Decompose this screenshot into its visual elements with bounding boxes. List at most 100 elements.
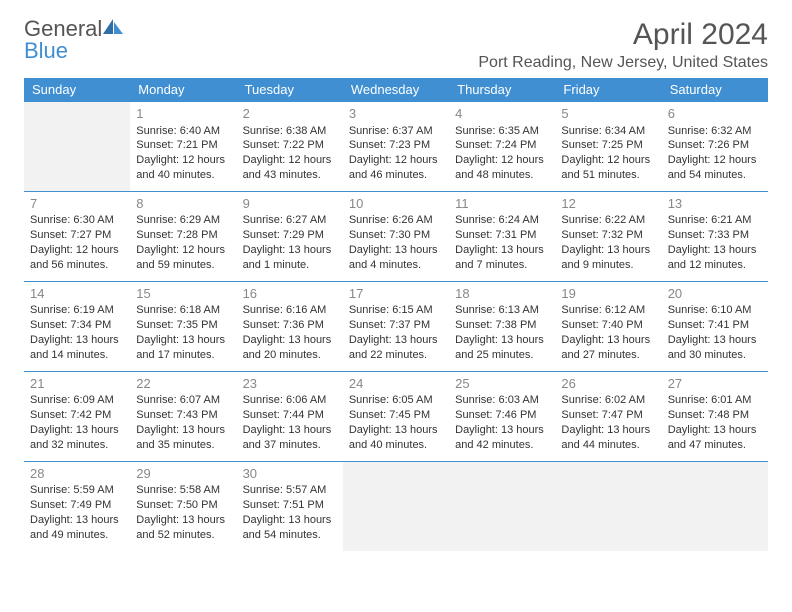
sunset-line: Sunset: 7:49 PM: [30, 498, 124, 513]
daylight-line: Daylight: 13 hours and 17 minutes.: [136, 333, 230, 363]
sunset-line: Sunset: 7:42 PM: [30, 408, 124, 423]
calendar-cell: 28Sunrise: 5:59 AMSunset: 7:49 PMDayligh…: [24, 461, 130, 550]
calendar-week-row: 21Sunrise: 6:09 AMSunset: 7:42 PMDayligh…: [24, 371, 768, 461]
sunrise-line: Sunrise: 6:06 AM: [243, 393, 337, 408]
daylight-line: Daylight: 13 hours and 30 minutes.: [668, 333, 762, 363]
calendar-cell: 22Sunrise: 6:07 AMSunset: 7:43 PMDayligh…: [130, 371, 236, 461]
daylight-line: Daylight: 12 hours and 54 minutes.: [668, 153, 762, 183]
calendar-cell: 1Sunrise: 6:40 AMSunset: 7:21 PMDaylight…: [130, 102, 236, 192]
day-number: 3: [349, 105, 443, 123]
daylight-line: Daylight: 13 hours and 4 minutes.: [349, 243, 443, 273]
sunset-line: Sunset: 7:38 PM: [455, 318, 549, 333]
day-header: Saturday: [662, 78, 768, 102]
day-number: 30: [243, 465, 337, 483]
day-number: 13: [668, 195, 762, 213]
sunrise-line: Sunrise: 6:38 AM: [243, 124, 337, 139]
calendar-cell: [449, 461, 555, 550]
daylight-line: Daylight: 12 hours and 51 minutes.: [561, 153, 655, 183]
day-number: 23: [243, 375, 337, 393]
daylight-line: Daylight: 12 hours and 46 minutes.: [349, 153, 443, 183]
sunset-line: Sunset: 7:36 PM: [243, 318, 337, 333]
day-number: 4: [455, 105, 549, 123]
daylight-line: Daylight: 12 hours and 40 minutes.: [136, 153, 230, 183]
sunrise-line: Sunrise: 6:30 AM: [30, 213, 124, 228]
sunrise-line: Sunrise: 6:12 AM: [561, 303, 655, 318]
daylight-line: Daylight: 13 hours and 7 minutes.: [455, 243, 549, 273]
calendar-body: 1Sunrise: 6:40 AMSunset: 7:21 PMDaylight…: [24, 102, 768, 551]
sunrise-line: Sunrise: 6:21 AM: [668, 213, 762, 228]
sunrise-line: Sunrise: 6:40 AM: [136, 124, 230, 139]
daylight-line: Daylight: 13 hours and 47 minutes.: [668, 423, 762, 453]
sunrise-line: Sunrise: 6:26 AM: [349, 213, 443, 228]
sunrise-line: Sunrise: 6:10 AM: [668, 303, 762, 318]
day-number: 7: [30, 195, 124, 213]
sunset-line: Sunset: 7:48 PM: [668, 408, 762, 423]
sunset-line: Sunset: 7:29 PM: [243, 228, 337, 243]
sunset-line: Sunset: 7:37 PM: [349, 318, 443, 333]
sunset-line: Sunset: 7:50 PM: [136, 498, 230, 513]
day-header: Sunday: [24, 78, 130, 102]
day-number: 27: [668, 375, 762, 393]
calendar-cell: 11Sunrise: 6:24 AMSunset: 7:31 PMDayligh…: [449, 191, 555, 281]
calendar-cell: 29Sunrise: 5:58 AMSunset: 7:50 PMDayligh…: [130, 461, 236, 550]
day-number: 28: [30, 465, 124, 483]
sunset-line: Sunset: 7:44 PM: [243, 408, 337, 423]
daylight-line: Daylight: 12 hours and 59 minutes.: [136, 243, 230, 273]
calendar-cell: 4Sunrise: 6:35 AMSunset: 7:24 PMDaylight…: [449, 102, 555, 192]
sunset-line: Sunset: 7:40 PM: [561, 318, 655, 333]
day-number: 6: [668, 105, 762, 123]
sunrise-line: Sunrise: 6:27 AM: [243, 213, 337, 228]
calendar-week-row: 14Sunrise: 6:19 AMSunset: 7:34 PMDayligh…: [24, 281, 768, 371]
sunset-line: Sunset: 7:34 PM: [30, 318, 124, 333]
sunrise-line: Sunrise: 6:37 AM: [349, 124, 443, 139]
sunset-line: Sunset: 7:46 PM: [455, 408, 549, 423]
title-block: April 2024 Port Reading, New Jersey, Uni…: [478, 18, 768, 72]
sunset-line: Sunset: 7:31 PM: [455, 228, 549, 243]
sunset-line: Sunset: 7:41 PM: [668, 318, 762, 333]
calendar-cell: 7Sunrise: 6:30 AMSunset: 7:27 PMDaylight…: [24, 191, 130, 281]
daylight-line: Daylight: 13 hours and 37 minutes.: [243, 423, 337, 453]
logo: General Blue: [24, 18, 124, 62]
calendar-cell: 6Sunrise: 6:32 AMSunset: 7:26 PMDaylight…: [662, 102, 768, 192]
calendar-cell: 23Sunrise: 6:06 AMSunset: 7:44 PMDayligh…: [237, 371, 343, 461]
day-number: 26: [561, 375, 655, 393]
sunset-line: Sunset: 7:51 PM: [243, 498, 337, 513]
sunrise-line: Sunrise: 6:13 AM: [455, 303, 549, 318]
daylight-line: Daylight: 13 hours and 22 minutes.: [349, 333, 443, 363]
day-number: 24: [349, 375, 443, 393]
calendar-header-row: SundayMondayTuesdayWednesdayThursdayFrid…: [24, 78, 768, 102]
day-number: 11: [455, 195, 549, 213]
daylight-line: Daylight: 13 hours and 1 minute.: [243, 243, 337, 273]
sunset-line: Sunset: 7:30 PM: [349, 228, 443, 243]
daylight-line: Daylight: 12 hours and 56 minutes.: [30, 243, 124, 273]
calendar-cell: 3Sunrise: 6:37 AMSunset: 7:23 PMDaylight…: [343, 102, 449, 192]
daylight-line: Daylight: 13 hours and 35 minutes.: [136, 423, 230, 453]
daylight-line: Daylight: 13 hours and 40 minutes.: [349, 423, 443, 453]
location-subtitle: Port Reading, New Jersey, United States: [478, 54, 768, 72]
sunset-line: Sunset: 7:24 PM: [455, 138, 549, 153]
daylight-line: Daylight: 13 hours and 14 minutes.: [30, 333, 124, 363]
day-number: 2: [243, 105, 337, 123]
sunrise-line: Sunrise: 6:03 AM: [455, 393, 549, 408]
sunrise-line: Sunrise: 6:05 AM: [349, 393, 443, 408]
day-number: 1: [136, 105, 230, 123]
sunset-line: Sunset: 7:22 PM: [243, 138, 337, 153]
sunrise-line: Sunrise: 6:02 AM: [561, 393, 655, 408]
daylight-line: Daylight: 13 hours and 25 minutes.: [455, 333, 549, 363]
sunset-line: Sunset: 7:25 PM: [561, 138, 655, 153]
daylight-line: Daylight: 13 hours and 12 minutes.: [668, 243, 762, 273]
sunset-line: Sunset: 7:45 PM: [349, 408, 443, 423]
day-number: 29: [136, 465, 230, 483]
calendar-week-row: 1Sunrise: 6:40 AMSunset: 7:21 PMDaylight…: [24, 102, 768, 192]
sunset-line: Sunset: 7:32 PM: [561, 228, 655, 243]
day-number: 18: [455, 285, 549, 303]
sunrise-line: Sunrise: 6:09 AM: [30, 393, 124, 408]
day-number: 5: [561, 105, 655, 123]
day-number: 14: [30, 285, 124, 303]
calendar-cell: [24, 102, 130, 192]
calendar-cell: 26Sunrise: 6:02 AMSunset: 7:47 PMDayligh…: [555, 371, 661, 461]
calendar-cell: 14Sunrise: 6:19 AMSunset: 7:34 PMDayligh…: [24, 281, 130, 371]
daylight-line: Daylight: 13 hours and 32 minutes.: [30, 423, 124, 453]
calendar-week-row: 7Sunrise: 6:30 AMSunset: 7:27 PMDaylight…: [24, 191, 768, 281]
calendar-cell: 13Sunrise: 6:21 AMSunset: 7:33 PMDayligh…: [662, 191, 768, 281]
